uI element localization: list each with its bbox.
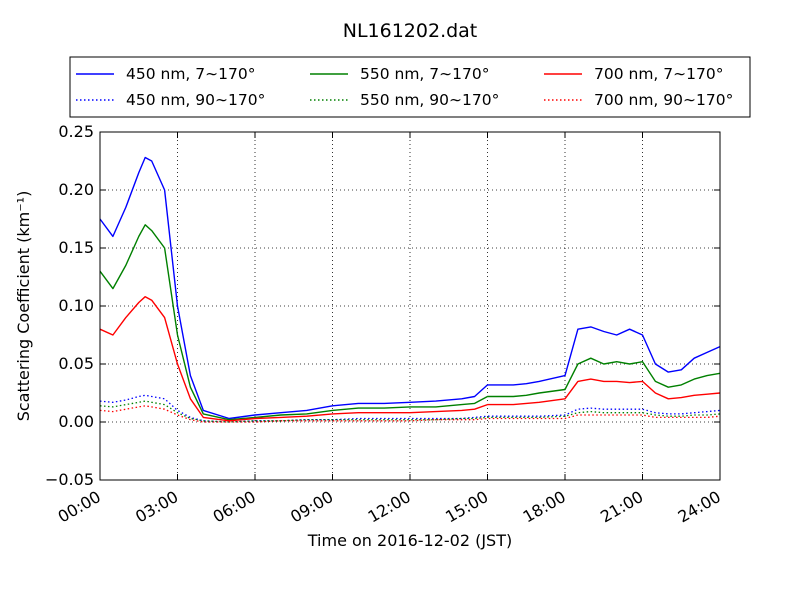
y-axis-ticks: −0.05 0.00 0.05 0.10 0.15 0.20 0.25: [45, 122, 720, 489]
series-line-1: [99, 156, 721, 420]
y-tick-label: −0.05: [45, 470, 94, 489]
y-axis-label: Scattering Coefficient (km⁻¹): [14, 191, 33, 422]
legend-label: 700 nm, 90∼170°: [594, 91, 733, 109]
chart-title: NL161202.dat: [343, 20, 478, 42]
y-tick-label: 0.00: [58, 412, 94, 431]
series-line-6: [99, 405, 721, 423]
series-line-5: [99, 400, 721, 423]
x-axis-label: Time on 2016-12-02 (JST): [307, 531, 512, 550]
legend-frame: [69, 56, 751, 118]
series-line-2: [99, 224, 721, 421]
y-tick-label: 0.25: [58, 122, 94, 141]
legend-label: 550 nm, 7∼170°: [360, 65, 489, 83]
y-tick-label: 0.15: [58, 238, 94, 257]
grid-lines: [100, 132, 720, 480]
legend-label: 450 nm, 7∼170°: [126, 65, 255, 83]
data-series: [99, 156, 721, 423]
y-tick-label: 0.05: [58, 354, 94, 373]
legend-label: 450 nm, 90∼170°: [126, 91, 265, 109]
legend-label: 700 nm, 7∼170°: [594, 65, 723, 83]
legend-label: 550 nm, 90∼170°: [360, 91, 499, 109]
series-line-3: [99, 296, 721, 422]
legend: 450 nm, 7∼170° 550 nm, 7∼170° 700 nm, 7∼17…: [69, 56, 751, 118]
y-tick-label: 0.10: [58, 296, 94, 315]
y-tick-label: 0.20: [58, 180, 94, 199]
series-line-4: [99, 394, 721, 423]
